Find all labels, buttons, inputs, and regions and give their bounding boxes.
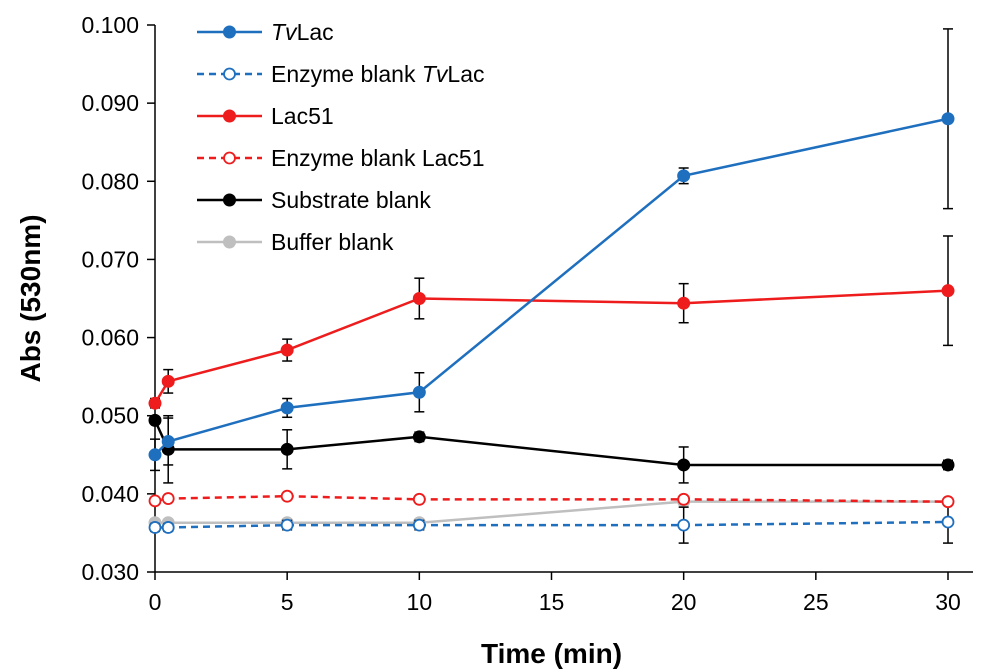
data-point	[280, 442, 294, 456]
series-line	[155, 520, 949, 529]
legend-swatch-marker	[223, 151, 236, 165]
y-tick-label: 0.090	[81, 90, 139, 116]
legend-swatch-marker	[223, 235, 236, 249]
data-point	[148, 494, 162, 508]
data-point	[161, 492, 175, 505]
legend-item-0: TvLac	[197, 19, 334, 45]
legend: TvLac Enzyme blank TvLac Lac51 Enzyme blank…	[197, 19, 485, 255]
legend-swatch-marker	[223, 109, 236, 123]
data-point	[941, 458, 955, 472]
data-point	[412, 492, 426, 506]
data-point	[148, 448, 162, 462]
y-axis-title: Abs (530nm)	[15, 214, 46, 382]
y-tick-label: 0.080	[81, 168, 139, 194]
x-tick-label: 0	[149, 589, 162, 615]
data-point	[677, 518, 691, 532]
legend-item-1: Enzyme blank TvLac	[197, 61, 485, 87]
legend-item-5: Buffer blank	[197, 229, 394, 255]
series-1	[148, 500, 955, 544]
data-point	[161, 374, 175, 388]
data-point	[412, 292, 426, 305]
y-tick-label: 0.040	[81, 481, 139, 507]
legend-label: Enzyme blank Lac51	[271, 145, 485, 171]
y-tick-label: 0.030	[81, 559, 139, 585]
data-point	[941, 495, 955, 509]
x-tick-label: 20	[671, 589, 697, 615]
x-tick-label: 15	[539, 589, 565, 615]
legend-item-4: Substrate blank	[197, 187, 431, 213]
data-point	[148, 413, 162, 427]
series-line	[155, 500, 948, 525]
legend-swatch-marker	[223, 193, 236, 207]
data-point	[280, 343, 294, 357]
series-line	[153, 419, 948, 467]
legend-label: Substrate blank	[271, 187, 431, 213]
data-point	[161, 521, 175, 534]
x-tick-label: 30	[935, 589, 961, 615]
data-point	[941, 112, 955, 126]
y-tick-label: 0.070	[81, 246, 139, 272]
series-line	[154, 494, 949, 503]
data-point	[677, 492, 691, 506]
data-point	[677, 169, 691, 183]
y-tick-label: 0.050	[81, 403, 139, 429]
data-point	[677, 458, 691, 472]
data-point	[280, 489, 294, 503]
legend-item-2: Lac51	[197, 103, 334, 129]
data-point	[941, 515, 955, 529]
data-point	[161, 435, 175, 449]
data-point	[412, 518, 426, 532]
legend-swatch-marker	[223, 25, 236, 39]
series-line	[153, 289, 949, 404]
data-point	[412, 430, 426, 444]
data-point	[280, 518, 294, 532]
series-4	[148, 413, 955, 484]
x-tick-label: 10	[407, 589, 433, 615]
x-axis-title: Time (min)	[481, 638, 622, 669]
series-0	[148, 28, 955, 472]
series-3	[148, 489, 955, 509]
legend-swatch-marker	[223, 67, 236, 81]
data-point	[677, 296, 691, 310]
data-point	[412, 385, 426, 399]
legend-label: Enzyme blank TvLac	[271, 61, 485, 87]
x-tick-label: 5	[281, 589, 294, 615]
x-tick-label: 25	[803, 589, 829, 615]
plot-series	[148, 28, 955, 544]
legend-label: Lac51	[271, 103, 334, 129]
axes: 0.030 0.040 0.050 0.060 0.070 0.080 0.090 0.100…	[81, 12, 973, 615]
legend-label: Buffer blank	[271, 229, 394, 255]
legend-item-3: Enzyme blank Lac51	[197, 145, 485, 171]
y-tick-label: 0.060	[81, 325, 139, 351]
data-point	[941, 284, 955, 298]
data-point	[280, 401, 294, 415]
series-2	[148, 235, 955, 410]
y-tick-label: 0.100	[81, 12, 139, 38]
data-point	[148, 396, 162, 410]
data-point	[148, 521, 162, 534]
legend-label: TvLac	[271, 19, 334, 45]
